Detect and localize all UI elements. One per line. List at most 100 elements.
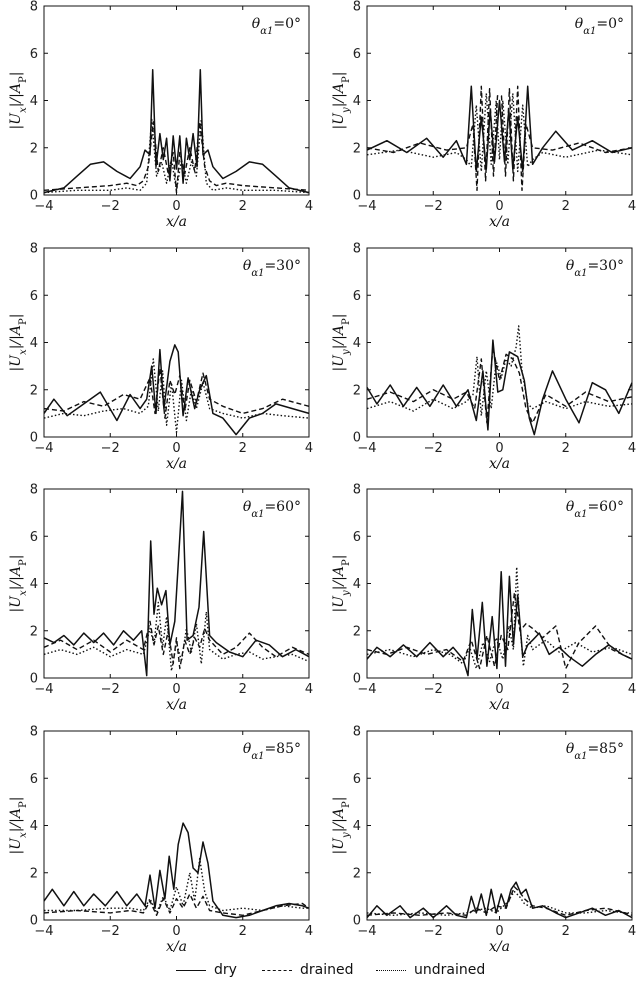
panel-4-ytick-label: 0 <box>353 431 361 446</box>
panel-7-ytick-label: 2 <box>30 866 38 881</box>
panel-8-xlabel: x/a <box>489 939 510 955</box>
panel-1-ytick-label: 4 <box>30 94 38 109</box>
panel-6-xtick-label: −4 <box>357 682 376 697</box>
panel-5-angle-label: θα1=60° <box>243 499 301 520</box>
panel-2-xtick-label: 0 <box>495 199 503 214</box>
panel-2-xtick-label: 2 <box>562 199 570 214</box>
panel-3-xtick-label: 2 <box>239 441 247 456</box>
panel-2-ytick-label: 6 <box>353 47 361 62</box>
panel-7-frame <box>43 730 310 921</box>
panel-8-series-drained <box>366 886 633 916</box>
panel-8-xtick-label: 0 <box>495 924 503 939</box>
panel-4-frame <box>366 247 633 438</box>
panel-3-ytick-label: 0 <box>30 431 38 446</box>
panel-7-xtick-label: −2 <box>101 924 120 939</box>
panel-2-xtick-label: −2 <box>424 199 443 214</box>
panel-8-ytick-label: 0 <box>353 914 361 929</box>
panel-7-xtick-label: −4 <box>34 924 53 939</box>
panel-7-xtick-label: 0 <box>172 924 180 939</box>
panel-5-xtick-label: −2 <box>101 682 120 697</box>
panel-6-ytick-label: 0 <box>353 672 361 687</box>
panel-1-series-drained <box>43 121 310 194</box>
panel-4-series-drained <box>366 346 633 424</box>
panel-4-ylabel: |Uy|/|AP| <box>331 314 352 372</box>
panel-2-ytick-label: 4 <box>353 94 361 109</box>
panel-1-xtick-label: −4 <box>34 199 53 214</box>
panel-6-ytick-label: 2 <box>353 624 361 639</box>
panel-5-ytick-label: 4 <box>30 577 38 592</box>
panel-3-ytick-label: 4 <box>30 336 38 351</box>
panel-1-xlabel: x/a <box>166 214 187 230</box>
panel-5-xtick-label: 0 <box>172 682 180 697</box>
panel-4-xlabel: x/a <box>489 456 510 472</box>
panel-7-ytick-label: 8 <box>30 725 38 740</box>
legend-label-undrained: undrained <box>414 962 486 978</box>
panel-4-xtick-label: −4 <box>357 441 376 456</box>
panel-1-ytick-label: 8 <box>30 0 38 15</box>
panel-7-series-undrained <box>44 857 309 914</box>
panel-4-series-dry <box>366 339 633 436</box>
legend-item-dry: dry <box>176 958 237 982</box>
panel-4-ytick-label: 6 <box>353 289 361 304</box>
panel-1-series-dry <box>43 69 310 194</box>
panel-6-series-drained <box>366 592 633 670</box>
panel-8-series-dry <box>366 881 633 919</box>
panel-3-ytick-label: 8 <box>30 242 38 257</box>
panel-4-xtick-label: 2 <box>562 441 570 456</box>
panel-5-series-drained <box>43 620 310 670</box>
panel-4-xtick-label: −2 <box>424 441 443 456</box>
legend-swatch-dashed <box>262 969 292 971</box>
panel-5-series-undrained <box>43 601 310 672</box>
panel-8-angle-label: θα1=85° <box>566 741 624 762</box>
panel-3-xtick-label: −4 <box>34 441 53 456</box>
panel-5-ytick-label: 0 <box>30 672 38 687</box>
legend-swatch-dotted <box>376 969 406 971</box>
panel-3-xtick-label: 0 <box>172 441 180 456</box>
panel-2-xtick-label: −4 <box>357 199 376 214</box>
panel-6-xlabel: x/a <box>489 697 510 713</box>
panel-3-series-dry <box>43 344 310 436</box>
panel-6-xtick-label: 4 <box>628 682 636 697</box>
panel-8-ytick-label: 6 <box>353 772 361 787</box>
panel-6-series-undrained <box>366 566 633 670</box>
panel-7-ylabel: |Ux|/|AP| <box>8 797 29 855</box>
panel-2-angle-label: θα1=0° <box>575 16 624 37</box>
panel-2-ytick-label: 2 <box>353 141 361 156</box>
panel-8-ytick-label: 2 <box>353 866 361 881</box>
panel-5-xtick-label: 4 <box>305 682 313 697</box>
panel-7-ytick-label: 0 <box>30 914 38 929</box>
panel-3-ytick-label: 2 <box>30 383 38 398</box>
panel-4-ytick-label: 8 <box>353 242 361 257</box>
panel-2-series-dry <box>366 85 633 173</box>
panel-1-series-undrained <box>43 118 310 194</box>
panel-1-ytick-label: 6 <box>30 47 38 62</box>
panel-4-xtick-label: 4 <box>628 441 636 456</box>
panel-2-xlabel: x/a <box>489 214 510 230</box>
panel-5-xlabel: x/a <box>166 697 187 713</box>
panel-4-ytick-label: 4 <box>353 336 361 351</box>
panel-4-series-undrained <box>366 325 633 417</box>
panel-1-xtick-label: 2 <box>239 199 247 214</box>
panel-5-ytick-label: 8 <box>30 483 38 498</box>
panel-1-ylabel: |Ux|/|AP| <box>8 72 29 130</box>
panel-1-xtick-label: 0 <box>172 199 180 214</box>
panel-1-ytick-label: 2 <box>30 141 38 156</box>
panel-2-ylabel: |Uy|/|AP| <box>331 72 352 130</box>
panel-6-angle-label: θα1=60° <box>566 499 624 520</box>
panel-3-series-drained <box>43 367 310 419</box>
panel-6-ytick-label: 8 <box>353 483 361 498</box>
panel-2-series-drained <box>366 85 633 192</box>
panel-1-angle-label: θα1=0° <box>252 16 301 37</box>
panel-4-xtick-label: 0 <box>495 441 503 456</box>
panel-6-xtick-label: 2 <box>562 682 570 697</box>
panel-3-angle-label: θα1=30° <box>243 258 301 279</box>
panel-5-series-dry <box>43 490 310 677</box>
panel-7-series-drained <box>43 893 310 916</box>
panel-6-ytick-label: 6 <box>353 530 361 545</box>
panel-2-ytick-label: 8 <box>353 0 361 15</box>
panel-5-xtick-label: 2 <box>239 682 247 697</box>
panel-7-ytick-label: 4 <box>30 819 38 834</box>
panel-8-ytick-label: 4 <box>353 819 361 834</box>
panel-8-ylabel: |Uy|/|AP| <box>331 797 352 855</box>
